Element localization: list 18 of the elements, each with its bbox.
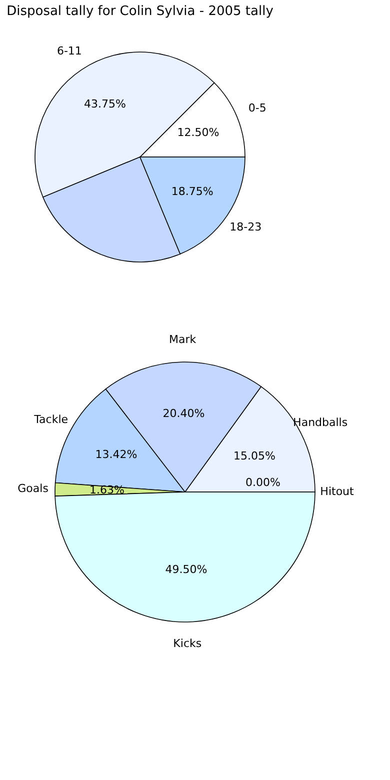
slice-label: Goals <box>18 482 49 495</box>
chart-title: Disposal tally for Colin Sylvia - 2005 tally <box>6 4 274 19</box>
category-label: Hitout <box>320 485 354 498</box>
data-label: 20.40% <box>162 407 205 420</box>
slice-label: 0-5 <box>248 101 266 114</box>
slice-label: Handballs <box>293 416 348 429</box>
data-label: 12.50% <box>177 126 220 139</box>
data-label: 43.75% <box>84 98 126 111</box>
data-label: 49.50% <box>165 562 208 576</box>
text: 0.00% <box>246 476 280 489</box>
data-label: 13.42% <box>95 448 138 462</box>
slice-label: Mark <box>169 333 197 346</box>
data-label: 15.05% <box>233 449 276 462</box>
slice-label: Tackle <box>33 413 68 426</box>
data-label: 18.75% <box>171 185 214 198</box>
slice-label: 18-23 <box>230 220 262 234</box>
slice-label: 6-11 <box>56 44 82 58</box>
slice-label: Kicks <box>173 636 202 650</box>
